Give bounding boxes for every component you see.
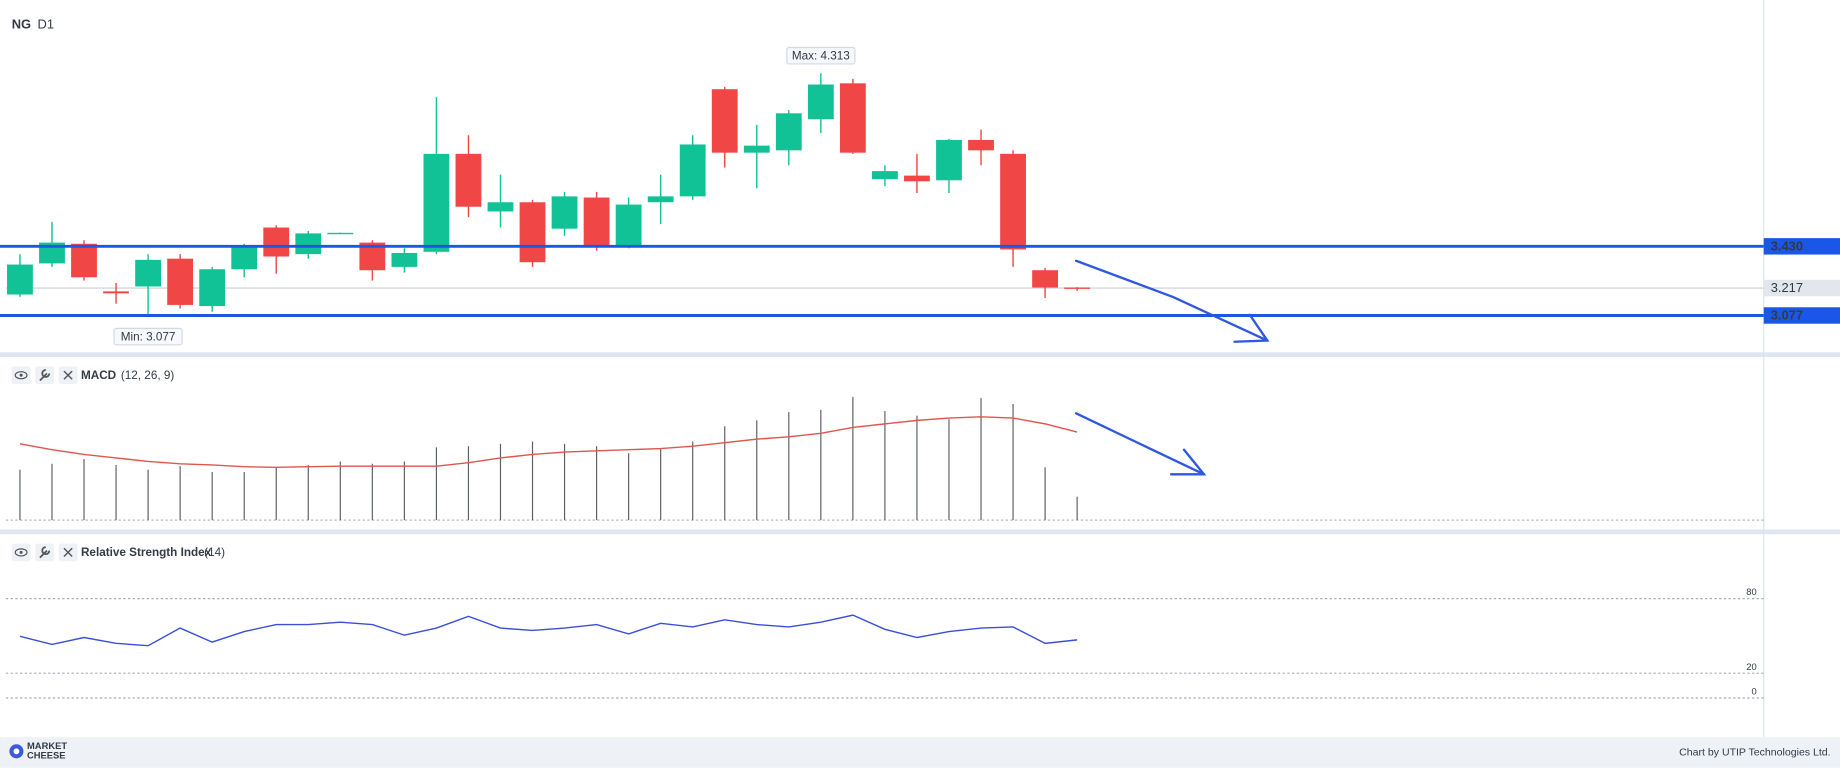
candle-body [487,202,514,212]
last-price-label: 3.217 [1771,280,1803,295]
candle-body [39,242,65,264]
eye-icon [19,550,23,554]
indicator-title: MACD [81,369,116,382]
level-badge [1763,238,1840,255]
candle-body [679,144,706,197]
indicator-controls [11,543,78,562]
indicator-params: (12, 26, 9) [121,369,175,382]
candle-body [1064,287,1091,289]
level-label: 20 [1746,662,1756,672]
eye-icon [19,373,23,377]
wrench-icon [39,369,51,382]
candle-body [551,196,578,229]
close-icon [63,547,73,557]
indicator-controls [11,366,78,384]
eye-icon [14,371,28,380]
extreme-box [113,327,183,346]
candle-body [263,227,290,257]
trend-arrow [1074,412,1207,476]
symbol: NG [12,16,31,31]
panel-separator [0,352,1840,358]
candle-body [1032,270,1058,288]
signal-line [19,416,1078,468]
indicator-params: (14) [204,546,225,559]
level-label: 0 [1751,687,1756,697]
candle-body [199,269,226,307]
candle-body [839,83,866,153]
candle-body [391,252,418,267]
label-layer: 3.430 3.077 3.217 Max: 4.313 Min: 3.077 0 20 80 [113,46,1840,697]
rsi-line [19,614,1078,647]
close-icon [63,370,73,380]
logo-text: MARKET [27,741,67,751]
candle-body [968,139,994,151]
candle-body [103,291,129,294]
candle-body [904,175,930,182]
candle-body [615,204,642,248]
candle-body [775,113,802,151]
candle-body [711,89,738,153]
candle-body [647,196,674,203]
extreme-label: Min: 3.077 [121,330,176,343]
candle-body [423,153,450,252]
trend-arrow [1074,259,1270,343]
panel-separator [0,529,1840,535]
arrow-head [1169,448,1207,476]
candle-body [936,139,962,181]
arrow-shaft [1074,412,1206,476]
level-label: 80 [1746,587,1756,597]
level-badge [1763,307,1840,324]
credit: Chart by UTIP Technologies Ltd. [1679,746,1830,758]
candle-body [807,84,834,120]
wrench-icon [39,546,51,559]
extreme-box [786,46,856,65]
extreme-label: Max: 4.313 [792,49,850,62]
last-price-badge [1763,279,1840,297]
candle-body [295,233,322,255]
eye-icon [14,548,28,557]
arrow-head [1233,313,1270,343]
candle-body [7,264,33,295]
candle-body [135,259,161,287]
logo-text: CHEESE [27,750,66,760]
candle-body [327,232,354,235]
candle-body [743,145,770,153]
arrow-shaft [1074,259,1269,342]
logo-icon [13,748,20,755]
candle-body [71,243,97,278]
candle-body [231,247,258,270]
candle-body [1000,153,1026,250]
candle-body [455,153,482,207]
level-label: 3.430 [1771,238,1803,253]
mark-layer [0,73,1764,699]
candle-body [519,202,546,263]
level-label: 3.077 [1771,307,1803,322]
timeframe: D1 [38,16,54,31]
candle-body [583,197,610,248]
footer [0,737,1840,768]
indicator-title: Relative Strength Index [81,546,212,559]
candle-body [167,258,194,305]
candle-body [872,171,898,180]
